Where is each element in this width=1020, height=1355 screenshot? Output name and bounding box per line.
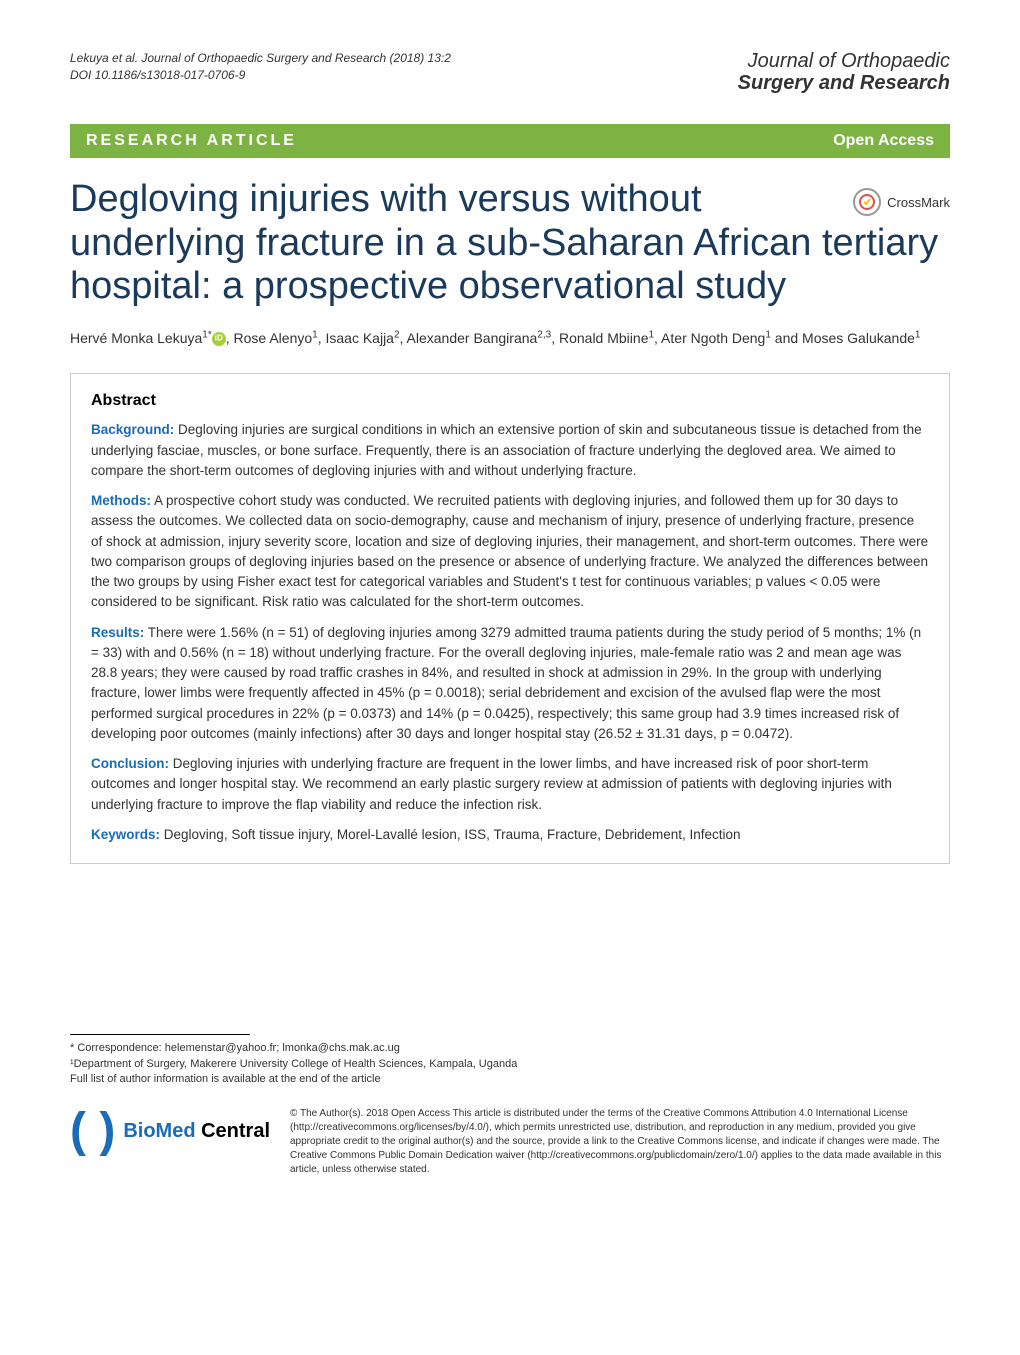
- abstract-results-label: Results:: [91, 625, 144, 640]
- bmc-central: Central: [196, 1120, 270, 1142]
- journal-name-top: Journal of Orthopaedic: [738, 50, 950, 72]
- crossmark-badge[interactable]: CrossMark: [853, 188, 950, 216]
- abstract-background-label: Background:: [91, 422, 174, 437]
- abstract-methods: Methods: A prospective cohort study was …: [91, 491, 929, 613]
- abstract-conclusion: Conclusion: Degloving injuries with unde…: [91, 754, 929, 815]
- abstract-keywords-text: Degloving, Soft tissue injury, Morel-Lav…: [160, 827, 741, 842]
- bmc-paren-icon: ( ): [70, 1107, 115, 1155]
- biomed-central-logo: ( ) BioMed Central: [70, 1107, 270, 1155]
- citation: Lekuya et al. Journal of Orthopaedic Sur…: [70, 50, 451, 84]
- open-access-label: Open Access: [833, 132, 934, 150]
- header-row: Lekuya et al. Journal of Orthopaedic Sur…: [70, 50, 950, 94]
- abstract-methods-label: Methods:: [91, 493, 151, 508]
- footer-row: ( ) BioMed Central © The Author(s). 2018…: [70, 1107, 950, 1177]
- abstract-results-text: There were 1.56% (n = 51) of degloving i…: [91, 625, 921, 741]
- article-type-label: RESEARCH ARTICLE: [86, 132, 297, 150]
- correspondence-note: Full list of author information is avail…: [70, 1072, 950, 1087]
- abstract-background: Background: Degloving injuries are surgi…: [91, 420, 929, 481]
- crossmark-text: CrossMark: [887, 195, 950, 210]
- journal-logo: Journal of Orthopaedic Surgery and Resea…: [738, 50, 950, 94]
- authors: Hervé Monka Lekuya1*, Rose Alenyo1, Isaa…: [70, 327, 950, 349]
- article-title: Degloving injuries with versus without u…: [70, 178, 950, 309]
- correspondence-email: * Correspondence: helemenstar@yahoo.fr; …: [70, 1041, 950, 1056]
- abstract-conclusion-label: Conclusion:: [91, 756, 169, 771]
- citation-line1: Lekuya et al. Journal of Orthopaedic Sur…: [70, 50, 451, 67]
- abstract-results: Results: There were 1.56% (n = 51) of de…: [91, 623, 929, 745]
- license-text: © The Author(s). 2018 Open Access This a…: [290, 1107, 950, 1177]
- citation-line2: DOI 10.1186/s13018-017-0706-9: [70, 67, 451, 84]
- abstract-heading: Abstract: [91, 392, 929, 410]
- bmc-bio: BioMed: [123, 1120, 195, 1142]
- abstract-keywords-label: Keywords:: [91, 827, 160, 842]
- abstract-conclusion-text: Degloving injuries with underlying fract…: [91, 756, 892, 812]
- journal-name-bottom: Surgery and Research: [738, 72, 950, 94]
- correspondence-affiliation: ¹Department of Surgery, Makerere Univers…: [70, 1057, 950, 1072]
- correspondence: * Correspondence: helemenstar@yahoo.fr; …: [70, 1041, 950, 1087]
- footer-separator: [70, 1034, 250, 1035]
- abstract-methods-text: A prospective cohort study was conducted…: [91, 493, 928, 609]
- abstract-box: Abstract Background: Degloving injuries …: [70, 373, 950, 864]
- abstract-keywords: Keywords: Degloving, Soft tissue injury,…: [91, 825, 929, 845]
- article-type-bar: RESEARCH ARTICLE Open Access: [70, 124, 950, 158]
- abstract-background-text: Degloving injuries are surgical conditio…: [91, 422, 922, 478]
- crossmark-icon: [853, 188, 881, 216]
- orcid-icon: [212, 332, 226, 346]
- bmc-text: BioMed Central: [123, 1120, 270, 1143]
